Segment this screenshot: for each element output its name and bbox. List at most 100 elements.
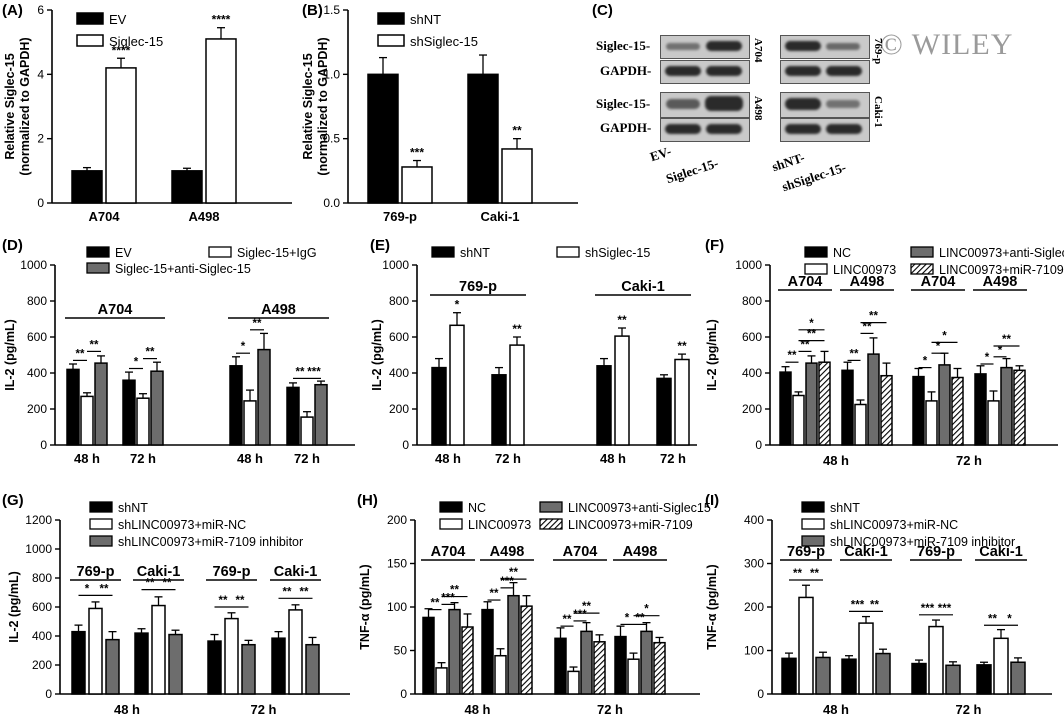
blot-band: [705, 96, 743, 111]
y-axis-label: Relative Siglec-15: [301, 53, 315, 159]
blot-band: [826, 100, 860, 108]
significance-label: **: [850, 348, 859, 360]
bar: [207, 640, 222, 695]
significance-label: ***: [573, 609, 587, 621]
legend-label: shNT: [830, 501, 860, 515]
y-tick-label: 200: [389, 402, 409, 416]
y-tick-label: 200: [27, 402, 47, 416]
significance-label: **: [988, 613, 997, 625]
legend-swatch: [377, 34, 405, 47]
bar: [449, 324, 465, 446]
blot-lane-label: shNT-: [770, 149, 807, 175]
significance-label: **: [617, 313, 627, 327]
cell-line-label: Caki-1: [979, 544, 1023, 560]
significance-label: **: [431, 598, 440, 610]
legend-label: LINC00973+miR-7109: [568, 518, 693, 532]
cell-line-label: A704: [431, 544, 466, 560]
cell-line-label: A704: [98, 302, 133, 318]
blot-cell-label: Caki-1: [872, 96, 884, 128]
bar: [656, 377, 672, 446]
bar: [912, 375, 925, 446]
bar: [674, 358, 690, 446]
significance-label: *: [809, 318, 814, 330]
legend-label: shLINC00973+miR-NC: [118, 518, 246, 532]
bar: [401, 166, 433, 204]
significance-label: **: [146, 347, 155, 359]
blot-band: [826, 43, 860, 50]
cell-line-label: A704: [563, 544, 598, 560]
y-tick-label: 800: [742, 294, 762, 308]
x-tick-label: 72 h: [495, 451, 521, 466]
blot-band: [666, 99, 700, 109]
cell-line-label: 769-p: [77, 564, 115, 580]
bar: [1013, 369, 1026, 446]
bar: [520, 605, 533, 695]
significance-label: **: [788, 350, 797, 362]
panel-letter-a: (A): [2, 2, 23, 19]
bar: [105, 67, 137, 204]
cell-line-label: A498: [623, 544, 658, 560]
bar: [94, 362, 108, 446]
legend-label: shNT: [410, 12, 441, 27]
significance-label: **: [563, 614, 572, 626]
bar: [448, 608, 461, 695]
legend-label: NC: [833, 246, 851, 260]
legend-label: Siglec-15: [109, 34, 163, 49]
legend-swatch: [804, 263, 828, 275]
bar: [987, 400, 1000, 446]
y-tick-label: 200: [742, 402, 762, 416]
y-tick-label: 0.5: [323, 132, 340, 146]
chart-panel-d: 0 200 400 600 800 1000 IL-2 (pg/mL) 48 h 72 h 48 …: [3, 246, 355, 466]
significance-label: **: [870, 599, 879, 611]
blot-cell-label: 769-p: [872, 38, 884, 65]
bar: [80, 395, 94, 446]
significance-label: ***: [441, 592, 455, 604]
bar: [66, 368, 80, 446]
bar: [1000, 366, 1013, 446]
y-tick-label: 200: [32, 658, 52, 672]
cell-line-label: A498: [983, 274, 1018, 290]
bar: [71, 630, 86, 695]
blot-band: [785, 66, 821, 76]
bar: [122, 379, 136, 446]
significance-label: *: [942, 330, 947, 342]
y-tick-label: 50: [394, 644, 408, 658]
legend-swatch: [76, 34, 104, 47]
y-tick-label: 1000: [382, 258, 409, 272]
significance-label: **: [677, 339, 687, 353]
cell-line-label: A498: [850, 274, 885, 290]
legend-label: NC: [468, 501, 486, 515]
bar: [88, 607, 103, 695]
legend-swatch: [86, 262, 110, 274]
cell-line-label: Caki-1: [621, 279, 665, 295]
bar: [367, 73, 399, 204]
significance-label: **: [450, 585, 459, 597]
significance-label: **: [636, 612, 645, 624]
bar: [494, 654, 507, 695]
x-tick-label: 72 h: [597, 702, 623, 717]
y-tick-label: 1.5: [323, 3, 340, 17]
bar: [614, 335, 630, 446]
bar: [422, 616, 435, 695]
legend-label: LINC00973: [468, 518, 531, 532]
bar: [841, 369, 854, 446]
x-tick-label: 72 h: [955, 702, 981, 717]
legend-label: Siglec-15+anti-Siglec-15: [115, 262, 251, 276]
legend-swatch: [556, 246, 580, 258]
bar: [867, 353, 880, 446]
x-tick-label: 48 h: [114, 702, 140, 717]
significance-label: **: [283, 586, 292, 598]
bar: [168, 633, 183, 695]
legend-label: LINC00973: [833, 263, 896, 277]
significance-label: **: [300, 586, 309, 598]
y-tick-label: 400: [32, 629, 52, 643]
cell-line-label: 769-p: [787, 544, 825, 560]
bar: [781, 657, 797, 695]
y-tick-label: 800: [32, 571, 52, 585]
y-tick-label: 1000: [20, 258, 47, 272]
y-tick-label: 0: [37, 196, 44, 210]
legend-label: shNT: [460, 246, 490, 260]
